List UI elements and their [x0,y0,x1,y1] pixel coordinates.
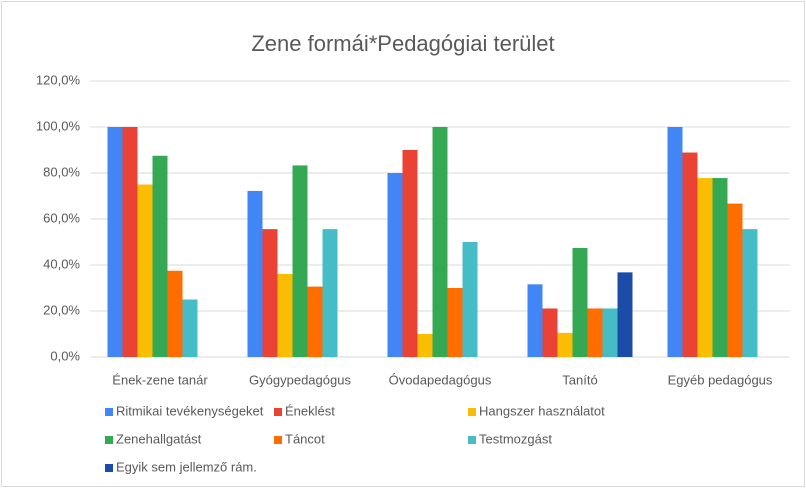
legend-label: Zenehallgatást [116,431,202,446]
bar [262,229,278,357]
legend-swatch [468,436,476,444]
y-tick-label: 0,0% [50,348,80,363]
legend-label: Egyik sem jellemző rám. [116,459,257,474]
bar [167,270,183,357]
y-tick-label: 20,0% [43,302,80,317]
legend-swatch [105,408,113,416]
bar [417,334,433,357]
bar [557,332,573,357]
bar [667,127,683,357]
bar [447,288,463,357]
bar [712,178,728,357]
bar [697,178,713,357]
bar [727,203,743,357]
bar [182,299,198,357]
x-tick-label: Egyéb pedagógus [668,372,773,387]
bar [542,308,558,357]
x-tick-label: Ének-zene tanár [112,372,208,387]
legend-swatch [105,464,113,472]
bar [432,127,448,357]
bar [152,155,168,357]
legend-swatch [105,436,113,444]
x-tick-label: Tanító [562,372,597,387]
chart-title: Zene formái*Pedagógiai terület [251,31,554,56]
bar [462,242,478,357]
legend-label: Hangszer használatot [479,403,605,418]
bar [402,150,418,357]
bar [572,247,588,357]
bar [137,184,153,357]
y-tick-label: 100,0% [36,118,81,133]
legend-label: Ritmikai tevékenységeket [116,403,264,418]
legend-label: Táncot [285,431,325,446]
bar [277,273,293,357]
bar [247,190,263,357]
bar [742,229,758,357]
bar [322,229,338,357]
legend-swatch [468,408,476,416]
x-tick-label: Óvodapedagógus [389,372,492,387]
bar [602,308,618,357]
bar [617,272,633,357]
legend-label: Éneklést [285,403,335,418]
bar [527,284,543,357]
bar [307,286,323,357]
y-tick-label: 40,0% [43,256,80,271]
legend-label: Testmozgást [479,431,552,446]
bar [292,165,308,357]
bar [587,308,603,357]
legend-swatch [274,436,282,444]
bar [122,127,138,357]
x-tick-label: Gyógypedagógus [249,372,351,387]
bar [682,152,698,357]
y-tick-label: 60,0% [43,210,80,225]
y-tick-label: 120,0% [36,72,81,87]
bar [387,173,403,357]
y-tick-label: 80,0% [43,164,80,179]
legend-swatch [274,408,282,416]
bar [107,127,123,357]
